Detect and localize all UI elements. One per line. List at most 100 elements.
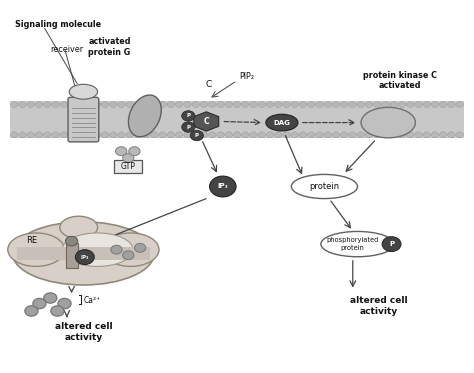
Circle shape	[382, 132, 389, 138]
Circle shape	[175, 101, 183, 107]
Circle shape	[291, 101, 299, 107]
Circle shape	[217, 132, 224, 138]
Ellipse shape	[128, 95, 161, 137]
Circle shape	[27, 101, 35, 107]
Circle shape	[233, 101, 241, 107]
Circle shape	[210, 176, 236, 197]
Text: phosphorylated
protein: phosphorylated protein	[327, 237, 379, 251]
Circle shape	[225, 101, 233, 107]
Circle shape	[209, 101, 216, 107]
Circle shape	[431, 132, 439, 138]
Circle shape	[27, 132, 35, 138]
Circle shape	[217, 101, 224, 107]
Circle shape	[415, 101, 422, 107]
Circle shape	[340, 101, 348, 107]
Ellipse shape	[361, 107, 415, 138]
Circle shape	[101, 101, 109, 107]
Circle shape	[390, 132, 398, 138]
Circle shape	[85, 132, 92, 138]
Circle shape	[406, 101, 414, 107]
Circle shape	[75, 250, 94, 264]
Circle shape	[406, 132, 414, 138]
Text: IP₃: IP₃	[81, 255, 89, 260]
Circle shape	[299, 132, 307, 138]
Text: activated
protein G: activated protein G	[88, 37, 131, 57]
Circle shape	[398, 132, 406, 138]
Circle shape	[200, 132, 208, 138]
Circle shape	[60, 132, 68, 138]
Circle shape	[52, 132, 59, 138]
Circle shape	[258, 132, 265, 138]
Circle shape	[51, 306, 64, 316]
Circle shape	[118, 132, 125, 138]
Circle shape	[76, 132, 84, 138]
Ellipse shape	[266, 114, 298, 131]
Circle shape	[398, 101, 406, 107]
Circle shape	[65, 236, 78, 246]
Circle shape	[340, 132, 348, 138]
Circle shape	[134, 101, 142, 107]
Circle shape	[109, 101, 117, 107]
Circle shape	[192, 101, 200, 107]
Circle shape	[365, 132, 373, 138]
Circle shape	[431, 101, 439, 107]
Circle shape	[111, 245, 122, 254]
Circle shape	[448, 132, 455, 138]
Circle shape	[266, 101, 274, 107]
Text: protein: protein	[310, 182, 339, 191]
Circle shape	[250, 101, 257, 107]
Circle shape	[19, 132, 26, 138]
Circle shape	[35, 101, 43, 107]
Text: C: C	[203, 117, 209, 126]
Circle shape	[349, 101, 356, 107]
Circle shape	[423, 132, 430, 138]
Circle shape	[143, 101, 150, 107]
Bar	[10, 107, 464, 132]
Circle shape	[129, 147, 140, 156]
Circle shape	[58, 298, 71, 309]
Circle shape	[266, 132, 274, 138]
Circle shape	[151, 132, 158, 138]
Circle shape	[44, 132, 51, 138]
Text: Ca²⁺: Ca²⁺	[83, 296, 100, 305]
Ellipse shape	[8, 233, 64, 266]
Ellipse shape	[292, 175, 357, 198]
Text: PIP₂: PIP₂	[239, 72, 254, 81]
Circle shape	[200, 101, 208, 107]
FancyBboxPatch shape	[68, 97, 99, 142]
Circle shape	[44, 293, 57, 303]
Polygon shape	[194, 112, 219, 131]
Circle shape	[10, 101, 18, 107]
Circle shape	[316, 132, 323, 138]
Ellipse shape	[102, 233, 159, 266]
Circle shape	[182, 122, 195, 132]
Circle shape	[415, 132, 422, 138]
Circle shape	[439, 101, 447, 107]
Circle shape	[324, 101, 331, 107]
Circle shape	[68, 132, 76, 138]
Circle shape	[175, 132, 183, 138]
Bar	[10, 101, 464, 138]
Ellipse shape	[12, 222, 155, 285]
Ellipse shape	[69, 84, 98, 99]
Circle shape	[44, 101, 51, 107]
Circle shape	[19, 101, 26, 107]
Text: RE: RE	[26, 236, 37, 245]
Circle shape	[190, 131, 203, 141]
Ellipse shape	[62, 233, 133, 266]
Circle shape	[374, 101, 381, 107]
Circle shape	[76, 101, 84, 107]
Circle shape	[60, 101, 68, 107]
Circle shape	[390, 101, 398, 107]
Circle shape	[374, 132, 381, 138]
Circle shape	[167, 101, 175, 107]
Circle shape	[159, 101, 166, 107]
Text: P: P	[186, 113, 191, 118]
Circle shape	[283, 132, 290, 138]
Circle shape	[250, 132, 257, 138]
Circle shape	[182, 111, 195, 121]
Text: GTP: GTP	[121, 162, 136, 171]
Circle shape	[448, 101, 455, 107]
Circle shape	[382, 236, 401, 251]
Circle shape	[439, 132, 447, 138]
